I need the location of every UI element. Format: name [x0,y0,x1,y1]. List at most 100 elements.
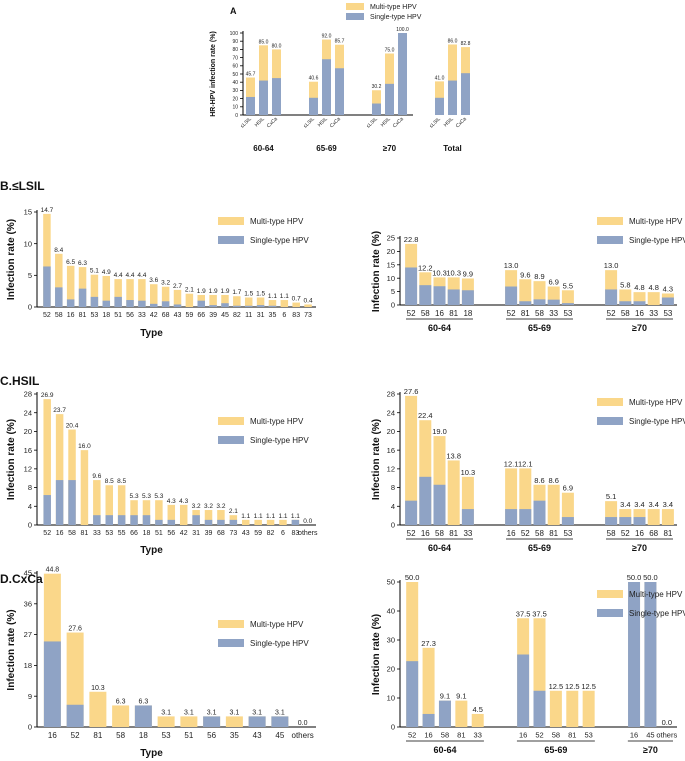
y-tick-label: 10 [387,274,395,283]
y-tick-label: 36 [24,599,32,608]
bar-single-66 [130,515,138,525]
data-label-53: 6.9 [563,484,573,493]
y-tick-label: 40 [387,607,395,616]
bar-multi-81 [547,484,560,525]
bar-single-HSIL [448,80,457,115]
bar-single-39 [209,305,217,307]
bar-multi-6 [279,519,287,525]
bar-multi-35 [268,300,277,307]
x-tick-label-82: 82 [267,530,275,537]
data-label-≤LSIL: 45.7 [246,72,256,78]
data-label-81: 3.4 [663,500,673,509]
bar-single-56 [126,300,134,307]
legend-label-single: Single-type HPV [629,609,685,618]
data-label-51: 3.1 [184,709,194,716]
data-label-16: 27.3 [421,639,436,648]
data-label-16: 3.4 [634,500,644,509]
x-tick-label-16: 16 [635,309,644,318]
x-tick-label-51: 51 [114,312,122,319]
bar-multi-68 [161,286,170,307]
bar-multi-53 [105,485,113,525]
bar-single-16 [517,654,530,727]
x-tick-label-73: 73 [304,312,312,319]
bar-single-52 [406,661,419,727]
bar-multi-39 [204,510,213,525]
y-tick-label: 40 [232,80,238,86]
bar-multi-35 [225,716,243,727]
data-label-66: 5.3 [130,493,139,500]
bar-single-58 [433,484,446,525]
y-tick-label: 28 [24,390,32,399]
bar-multi-16 [422,647,435,727]
data-label-53: 5.1 [90,268,99,275]
legend-swatch-multi [218,217,244,225]
y-tick-label: 0 [391,723,395,732]
data-label-58: 12.5 [549,682,564,691]
data-label-52: 14.7 [41,207,54,214]
data-label-16: 44.8 [46,567,60,574]
x-axis-label: Type [140,328,163,339]
data-label-68: 3.2 [216,503,225,510]
x-tick-label-43: 43 [253,731,262,740]
legend-label-multi: Multi-type HPV [250,620,304,629]
data-label-83: 0.7 [292,296,301,303]
y-tick-label: 20 [387,665,395,674]
legend-label-single: Single-type HPV [629,417,685,426]
data-label-31: 1.5 [256,291,265,298]
x-tick-label-53: 53 [584,731,592,740]
y-tick-label: 0 [391,301,395,310]
bar-multi-16 [66,265,75,307]
bar-multi-18 [102,275,111,307]
bar-multi-58 [619,289,632,305]
legend-label-multi: Multi-type HPV [629,590,683,599]
x-tick-label-68: 68 [162,312,170,319]
bar-multi-55 [117,485,126,525]
data-label-52: 50.0 [405,573,420,582]
data-label-31: 3.2 [192,503,201,510]
y-tick-label: 8 [28,483,32,492]
data-label-58: 12.2 [418,263,433,272]
x-tick-label-16: 16 [424,731,432,740]
bar-single-58 [68,480,76,525]
data-label-51: 5.3 [154,493,163,500]
legend-label-single: Single-type HPV [629,236,685,245]
bar-single-CxCa [335,68,344,115]
bar-single-83 [291,519,300,525]
bar-multi-6 [280,300,289,307]
x-tick-label-42: 42 [150,312,158,319]
bar-multi-39 [209,294,217,307]
x-tick-label-52: 52 [521,529,530,538]
x-tick-label-52: 52 [71,731,80,740]
data-label-18: 6.3 [139,698,149,705]
legend-label-multi: Multi-type HPV [250,217,304,226]
data-label-58: 5.8 [620,280,630,289]
bar-single-56 [167,519,176,525]
group-label: ≥70 [632,543,647,553]
y-tick-label: 5 [391,287,395,296]
bar-multi-11 [244,297,253,307]
bar-single-53 [105,515,113,525]
x-tick-label-58: 58 [552,731,560,740]
data-label-≤LSIL: 40.6 [309,76,319,82]
bar-single-CxCa [461,73,470,115]
bar-multi-68 [217,510,225,525]
bar-multi-58 [112,705,130,727]
x-tick-label-81: 81 [457,731,465,740]
y-tick-label: 12 [24,464,32,473]
x-tick-label-≤LSIL: ≤LSIL [302,116,316,130]
y-tick-label: 0 [235,113,238,119]
legend-D1: Multi-type HPV Single-type HPV [218,620,309,648]
x-tick-label-33: 33 [649,309,658,318]
legend-label-multi: Multi-type HPV [629,217,683,226]
y-tick-label: 100 [230,31,239,37]
bar-multi-33 [471,713,484,727]
data-label-58: 20.4 [66,423,79,430]
bar-multi-56 [126,279,134,307]
bar-single-≤LSIL [246,96,255,115]
group-label: 65-69 [528,323,551,333]
x-tick-label-16: 16 [67,312,75,319]
x-tick-label-43: 43 [242,530,250,537]
data-label-≤LSIL: 41.0 [435,75,445,81]
x-tick-label-CxCa: CxCa [266,116,279,129]
group-label: ≥70 [383,144,397,153]
